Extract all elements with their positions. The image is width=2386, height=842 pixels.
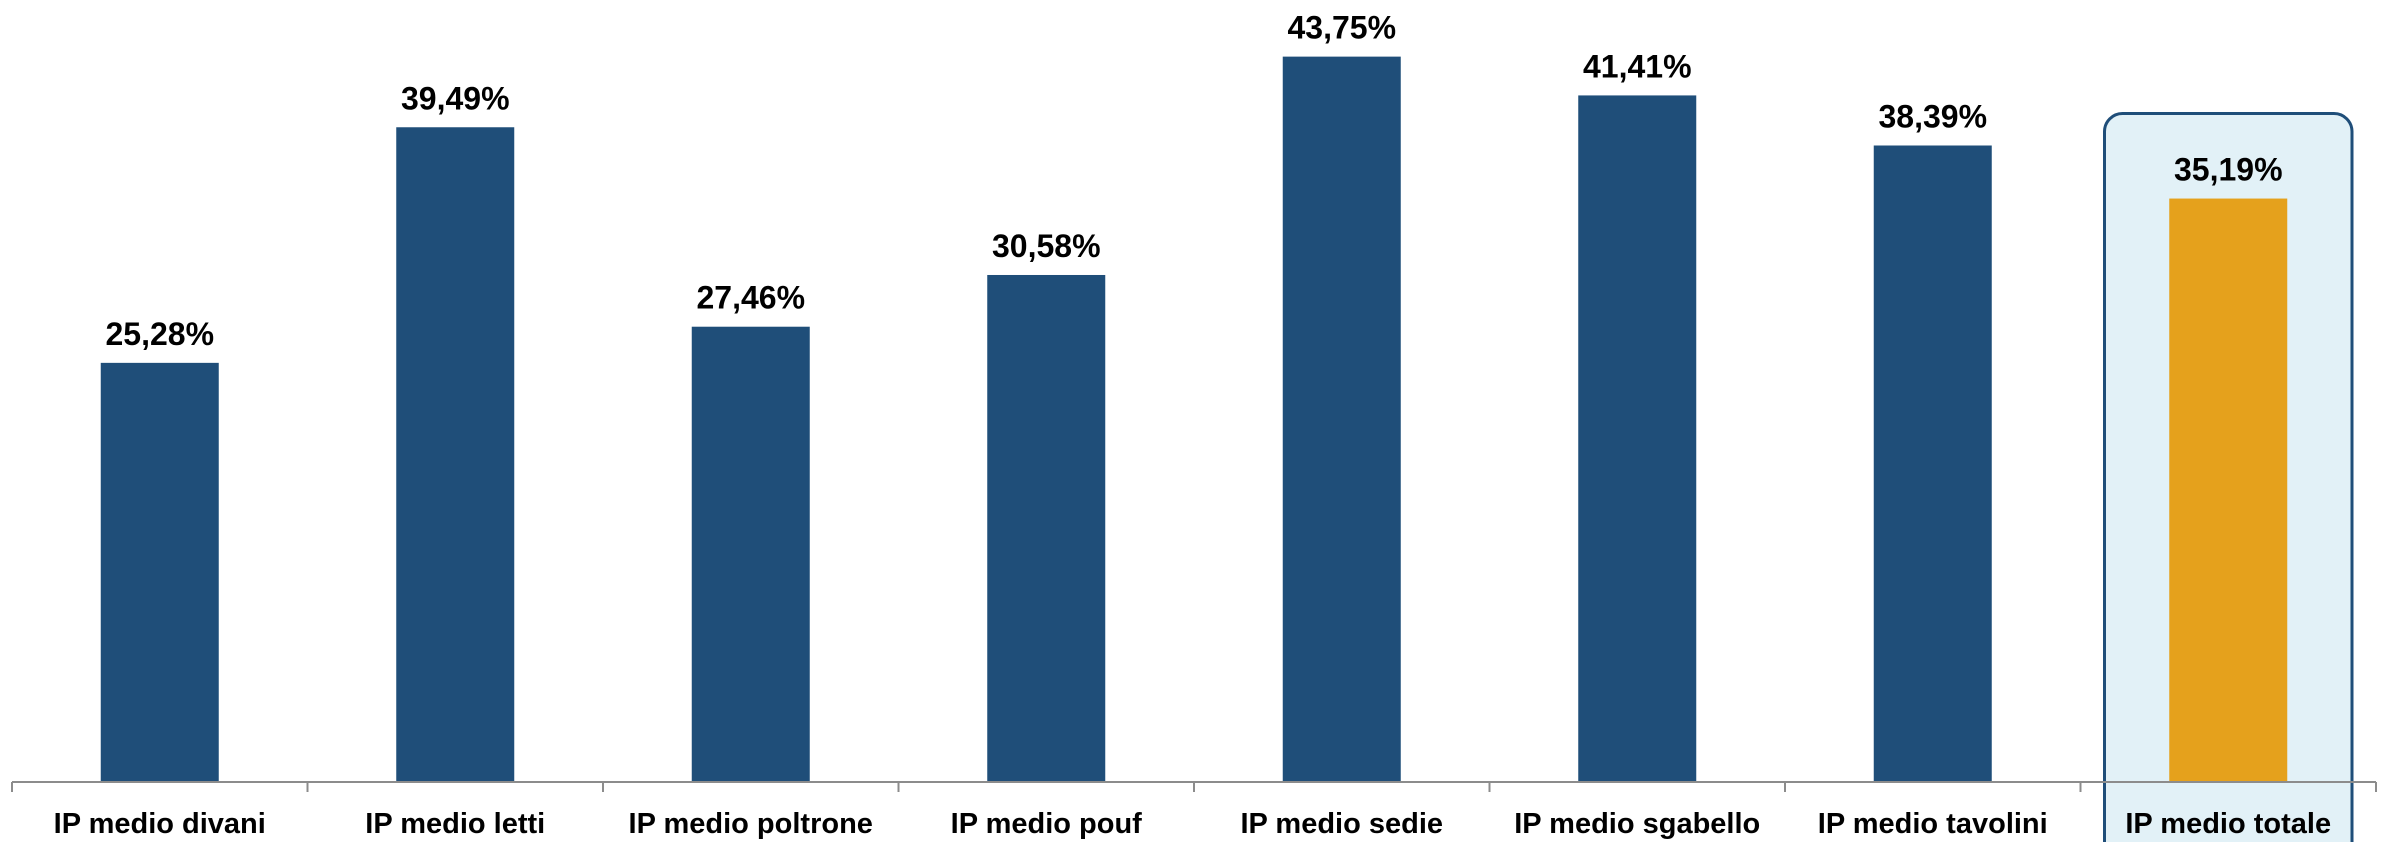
bar <box>2169 198 2288 782</box>
x-tick-label: IP medio divani <box>54 808 266 840</box>
x-tick-label: IP medio letti <box>365 808 545 840</box>
data-label: 39,49% <box>401 80 510 116</box>
bar <box>987 274 1106 782</box>
bar <box>100 362 219 782</box>
x-tick-label: IP medio totale <box>2125 808 2331 840</box>
data-label: 25,28% <box>105 316 214 352</box>
data-label: 30,58% <box>992 228 1101 264</box>
data-label: 43,75% <box>1287 10 1396 46</box>
data-label: 41,41% <box>1583 48 1692 84</box>
x-tick-label: IP medio poltrone <box>629 808 873 840</box>
bar <box>1282 56 1401 782</box>
x-tick-label: IP medio sedie <box>1240 808 1443 840</box>
bar <box>1873 145 1992 783</box>
bar <box>396 127 515 782</box>
x-tick-label: IP medio tavolini <box>1818 808 2048 840</box>
x-tick-label: IP medio pouf <box>951 808 1143 840</box>
data-label: 27,46% <box>696 280 805 316</box>
x-tick-label: IP medio sgabello <box>1514 808 1760 840</box>
data-label: 35,19% <box>2174 152 2283 188</box>
data-label: 38,39% <box>1878 98 1987 134</box>
bar <box>1578 95 1697 783</box>
bar <box>691 326 810 782</box>
